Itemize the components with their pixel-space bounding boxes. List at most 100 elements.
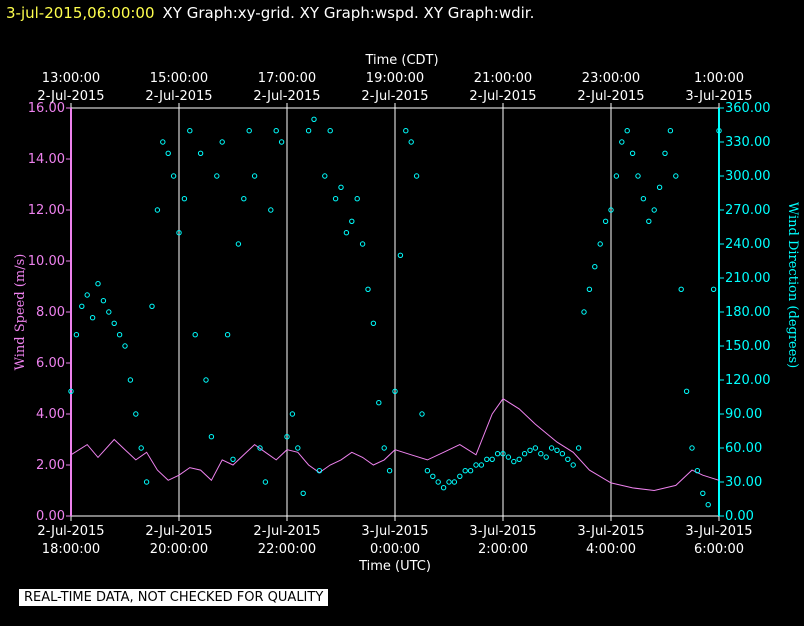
y-left-tick-label: 10.00 [28, 254, 65, 269]
wind-direction-point [176, 230, 182, 236]
wind-direction-point [511, 458, 517, 465]
wind-direction-point [284, 434, 290, 440]
x-bottom-tick-time: 6:00:00 [694, 542, 744, 557]
x-bottom-tick-time: 4:00:00 [586, 542, 636, 557]
x-top-tick-time: 15:00:00 [150, 71, 208, 86]
wind-direction-point [300, 490, 306, 496]
wind-direction-point [710, 286, 717, 292]
wind-direction-point [619, 139, 625, 145]
y-axis-left-label: Wind Speed (m/s) [13, 254, 28, 371]
wind-direction-point [289, 411, 296, 417]
header-datetime: 3-jul-2015,06:00:00 [6, 4, 155, 22]
wind-direction-point [646, 218, 652, 225]
y-right-tick-label: 30.00 [725, 475, 762, 490]
wind-direction-point [462, 468, 468, 474]
wind-direction-point [662, 150, 668, 157]
wind-direction-point [311, 116, 317, 123]
wind-direction-point [208, 434, 215, 440]
wind-direction-point [532, 445, 539, 451]
wind-direction-point [478, 462, 485, 468]
wind-direction-point [683, 388, 690, 394]
x-top-tick-time: 21:00:00 [474, 71, 532, 86]
wind-direction-point [419, 411, 425, 417]
wind-direction-point [257, 445, 263, 451]
wind-direction-point [386, 468, 393, 474]
wind-direction-point [316, 468, 323, 474]
wind-direction-point [592, 264, 598, 270]
y-right-tick-label: 240.00 [725, 237, 771, 252]
wind-direction-point [89, 315, 96, 321]
wind-direction-point [278, 139, 285, 145]
wind-direction-point [192, 332, 198, 338]
y-left-tick-label: 0.00 [36, 509, 65, 524]
wind-direction-point [392, 388, 398, 394]
quality-banner: REAL-TIME DATA, NOT CHECKED FOR QUALITY [19, 589, 329, 606]
x-top-tick-date: 2-Jul-2015 [253, 89, 320, 104]
wind-direction-point [413, 173, 420, 179]
wind-direction-point [376, 400, 382, 406]
wind-direction-point [694, 468, 701, 474]
y-left-tick-label: 12.00 [28, 203, 65, 218]
wind-direction-point [106, 309, 112, 315]
wind-direction-point [457, 473, 463, 479]
wind-direction-point [68, 388, 74, 394]
wind-direction-point [565, 456, 571, 462]
wind-direction-point [246, 128, 252, 134]
wind-direction-point [327, 128, 333, 134]
x-top-tick-date: 2-Jul-2015 [361, 89, 428, 104]
y-right-tick-label: 180.00 [725, 305, 771, 320]
x-bottom-tick-date: 3-Jul-2015 [469, 524, 536, 539]
wind-direction-point [165, 150, 171, 157]
wind-direction-point [505, 454, 512, 460]
x-top-tick-time: 13:00:00 [42, 71, 100, 86]
axis-ticks: 2-Jul-2015 18:00:00 13:00:00 2-Jul-2015 2-Ju… [28, 71, 771, 557]
x-axis-bottom-label: Time (UTC) [358, 559, 431, 574]
wind-direction-point [273, 128, 279, 134]
wind-direction-point [700, 490, 706, 496]
x-bottom-tick-date: 3-Jul-2015 [685, 524, 752, 539]
wind-direction-point [500, 451, 506, 457]
wind-direction-point [570, 462, 576, 468]
x-bottom-tick-date: 3-Jul-2015 [577, 524, 644, 539]
x-bottom-tick-time: 22:00:00 [258, 542, 316, 557]
wind-direction-point [521, 451, 528, 457]
wind-direction-point [354, 196, 360, 202]
wind-direction-point [440, 485, 447, 491]
wind-direction-point [84, 292, 90, 298]
header-title: XY Graph:xy-grid. XY Graph:wspd. XY Grap… [162, 4, 535, 22]
x-bottom-tick-date: 2-Jul-2015 [253, 524, 320, 539]
wind-direction-point [602, 218, 609, 225]
y-left-tick-label: 4.00 [36, 407, 65, 422]
wind-direction-point [446, 479, 452, 485]
x-axis-top-label: Time (CDT) [364, 53, 438, 68]
wind-direction-point [635, 173, 641, 179]
wind-direction-point [548, 445, 555, 451]
wind-direction-point [262, 479, 269, 485]
y-left-tick-label: 6.00 [36, 356, 65, 371]
wind-direction-point [651, 207, 657, 213]
y-right-tick-label: 0.00 [725, 509, 754, 524]
y-right-tick-label: 330.00 [725, 135, 771, 150]
x-bottom-tick-date: 2-Jul-2015 [37, 524, 104, 539]
wind-direction-point [349, 218, 355, 225]
wind-direction-point [127, 377, 134, 383]
wind-direction-point [397, 252, 404, 259]
wind-direction-point [160, 139, 166, 145]
x-bottom-tick-time: 0:00:00 [370, 542, 420, 557]
wind-direction-point [100, 298, 107, 304]
x-top-tick-time: 23:00:00 [582, 71, 640, 86]
wind-speed-line [70, 398, 720, 492]
wind-direction-point [224, 332, 231, 338]
wind-direction-point [235, 241, 242, 247]
wind-direction-point [149, 303, 155, 309]
wind-direction-point [187, 128, 193, 134]
wind-direction-point [73, 332, 80, 338]
wind-direction-point [624, 128, 630, 134]
wind-direction-point [95, 281, 101, 287]
x-top-tick-time: 1:00:00 [694, 71, 744, 86]
wind-direction-point [667, 128, 674, 134]
y-right-tick-label: 90.00 [725, 407, 762, 422]
wind-direction-point [181, 196, 188, 202]
series-wind-direction [68, 116, 722, 508]
x-top-tick-date: 3-Jul-2015 [685, 89, 752, 104]
